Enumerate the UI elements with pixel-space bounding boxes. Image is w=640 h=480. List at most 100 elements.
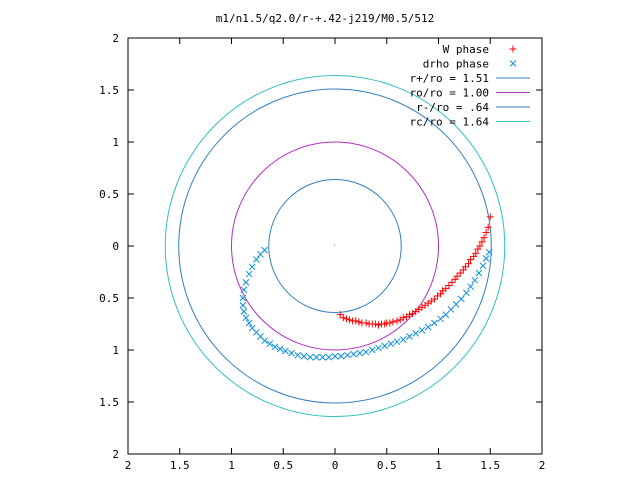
y-tick-label: 1.5 [99,396,119,409]
drho-phase-point [313,353,320,361]
w-phase-point [484,223,492,231]
chart-title: m1/n1.5/q2.0/r-+.42-j219/M0.5/512 [216,12,435,25]
drho-phase-point [467,283,474,290]
y-tick-label: 0.5 [99,292,119,305]
drho-phase-point [281,347,289,355]
drho-phase-point [240,308,248,315]
w-phase-point [486,213,494,221]
x-tick-label: 1.5 [170,459,190,472]
w-phase-point [442,285,450,293]
drho-phase-point [368,346,376,354]
w-phase-point [445,282,453,290]
legend-label: rc/ro = 1.64 [410,116,490,129]
drho-phase-point [393,338,401,346]
drho-phase-point [350,350,357,358]
drho-phase-point [424,323,432,331]
drho-phase-point [442,311,450,318]
drho-phase-point [362,348,370,356]
drho-phase-point [306,353,314,361]
drho-phase-point [381,342,389,350]
drho-phase-point [245,270,253,278]
y-tick-label: 2 [112,32,119,45]
w-phase-point [456,269,464,277]
w-phase-point [406,311,414,319]
legend-label: W phase [443,43,489,56]
w-phase-point [480,234,488,242]
drho-phase-point [452,300,460,308]
w-phase-point [465,260,473,268]
drho-phase-point [447,306,455,313]
x-tick-label: 0.5 [377,459,397,472]
y-tick-label: 1 [112,344,119,357]
w-phase-point [336,311,344,319]
w-phase-point [453,272,461,280]
legend-label: r+/ro = 1.51 [410,72,489,85]
w-phase-point [339,314,347,322]
y-tick-label: 0 [112,240,119,253]
drho-phase-point [437,315,444,323]
drho-phase-point [412,330,420,337]
w-phase-point [393,317,401,325]
y-tick-label: 1.5 [99,84,119,97]
x-tick-label: 2 [125,459,132,472]
drho-phase-point [418,326,426,334]
drho-phase-point [471,276,479,284]
w-phase-point [362,319,370,327]
w-phase-point [430,295,438,303]
w-phase-point [352,317,360,325]
drho-phase-point [406,333,413,340]
w-phase-point [478,238,486,246]
drho-phase-point [482,255,490,262]
x-tick-label: 1.5 [480,459,500,472]
drho-phase-point [356,349,364,357]
legend-label: r-/ro = .64 [416,101,489,114]
x-tick-label: 1 [228,459,235,472]
w-phase-point [482,228,490,236]
drho-phase-point [479,262,487,270]
drho-phase-point [288,349,295,357]
drho-phase-point [331,352,339,360]
drho-phase-point [252,256,260,263]
x-tick-label: 0.5 [273,459,293,472]
x-tick-label: 1 [435,459,442,472]
drho-phase-point [375,344,382,352]
w-phase-point [467,256,475,264]
w-phase-point [389,318,397,326]
data-points [239,213,494,361]
drho-phase-point [399,336,407,343]
w-phase-point [374,321,382,329]
reference-circles [164,74,506,418]
w-phase-point [386,319,394,327]
drho-phase-point [463,289,470,297]
drho-phase-point [242,314,250,322]
drho-phase-point [319,353,326,361]
w-phase-point [476,242,484,250]
x-tick-label: 0 [332,459,339,472]
drho-phase-point [387,340,395,348]
w-phase-point [448,278,456,286]
circle-1 [231,141,439,351]
w-phase-point [355,318,363,326]
drho-phase-point [245,319,253,327]
w-phase-point [399,314,407,322]
drho-phase-point [239,294,247,302]
w-phase-point [472,249,480,257]
drho-phase-point [240,286,248,294]
drho-phase-point [257,250,264,258]
y-tick-label: 2 [112,448,119,461]
w-phase-point [342,315,350,323]
w-phase-point [371,320,379,328]
drho-phase-point [509,60,517,67]
w-phase-point [509,45,517,53]
w-phase-point [461,263,469,271]
drho-phase-point [271,343,279,351]
drho-phase-point [294,351,302,359]
circle-2 [268,178,402,314]
y-tick-label: 0.5 [99,188,119,201]
drho-phase-point [457,295,465,303]
drho-phase-point [337,352,345,360]
legend-label: ro/ro = 1.00 [410,87,489,100]
circle-3 [164,74,506,418]
